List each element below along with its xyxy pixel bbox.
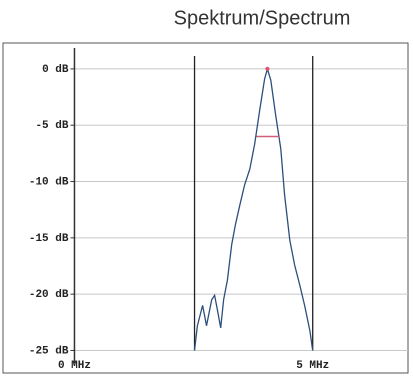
y-tick-label: 0 dB xyxy=(42,64,69,76)
chart-title: Spektrum/Spectrum xyxy=(174,7,351,29)
peak-marker xyxy=(265,66,270,71)
y-tick-label: -5 dB xyxy=(35,120,68,132)
y-tick-label: -15 dB xyxy=(29,233,69,245)
y-tick-label: -25 dB xyxy=(29,345,69,357)
y-tick-label: -10 dB xyxy=(29,176,69,188)
x-tick-label: 5 MHz xyxy=(296,360,329,372)
spectrum-line xyxy=(193,66,314,351)
x-tick-label: 0 MHz xyxy=(58,360,91,372)
y-tick-label: -20 dB xyxy=(29,289,69,301)
